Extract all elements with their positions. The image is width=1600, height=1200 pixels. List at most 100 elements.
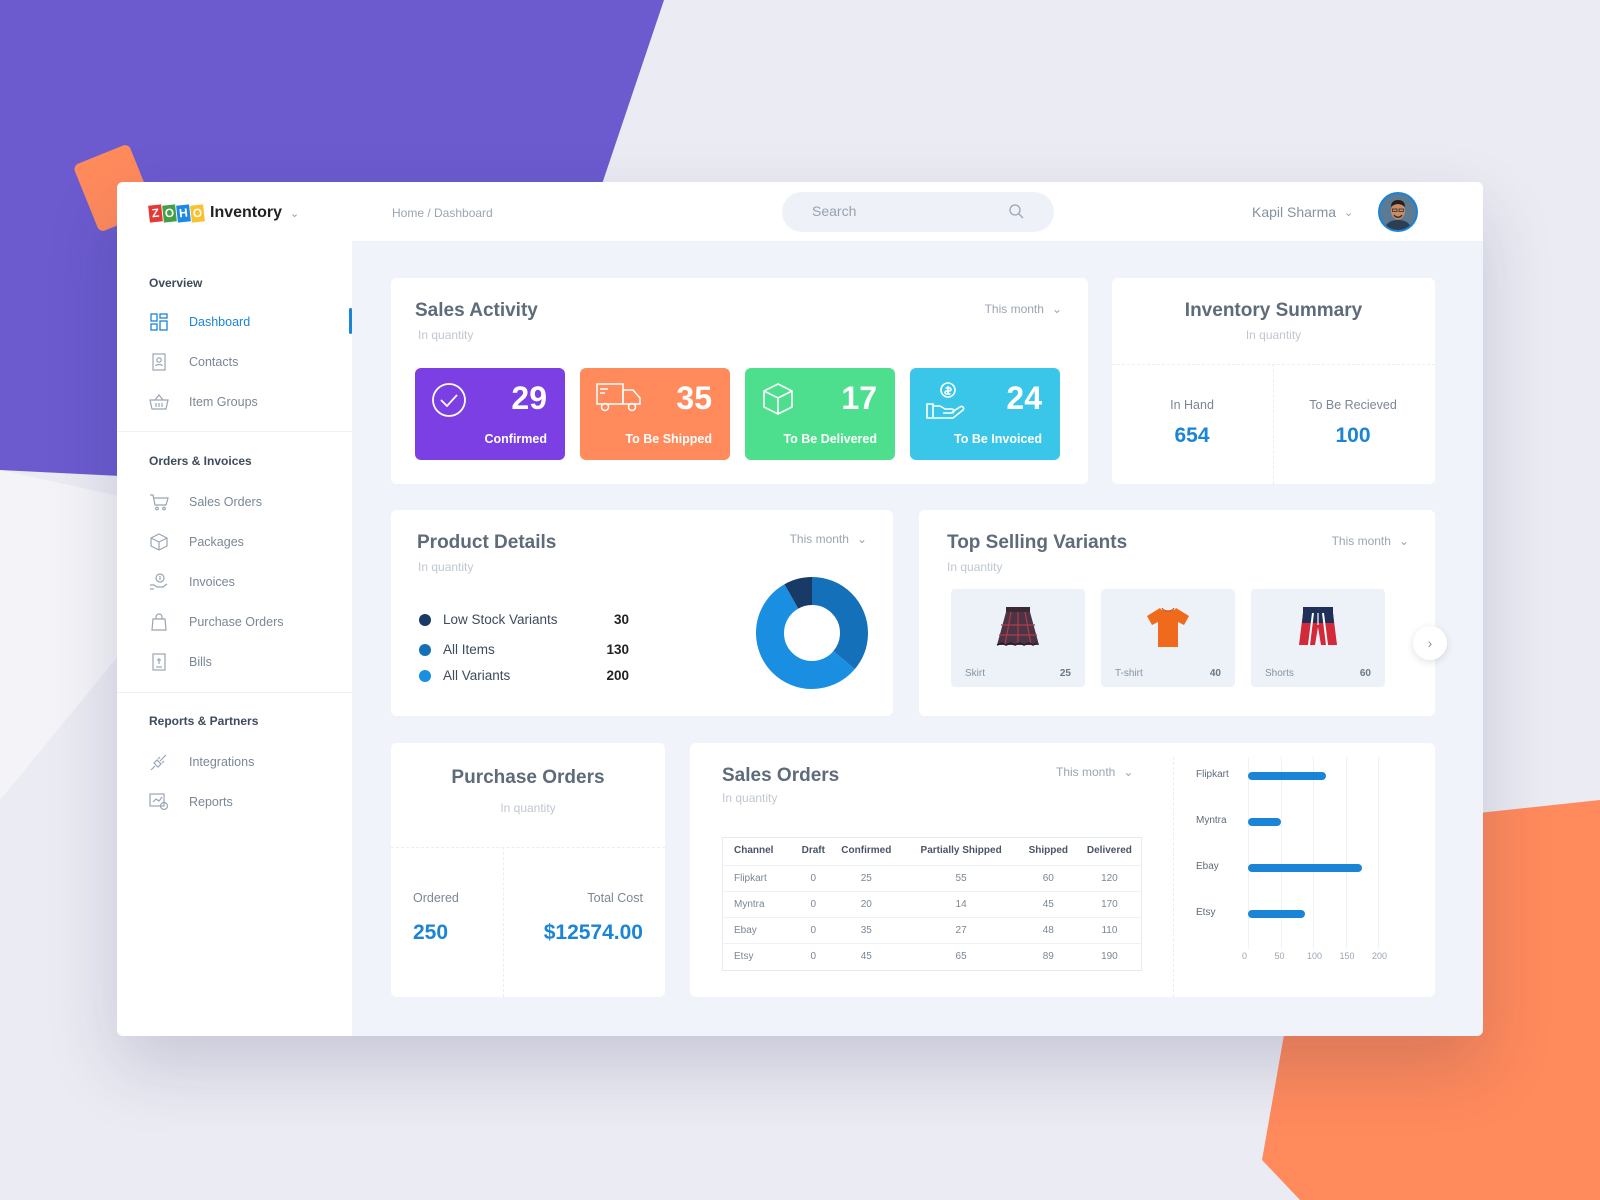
section-orders-invoices: Orders & Invoices: [149, 454, 252, 468]
legend-item: All Variants 200: [419, 668, 629, 683]
purchase-orders-card: Purchase Orders In quantity Ordered 250 …: [391, 743, 665, 997]
variant-card-shorts[interactable]: Shorts 60: [1251, 589, 1385, 687]
card-subtitle: In quantity: [722, 791, 778, 805]
bar-etsy[interactable]: [1248, 910, 1306, 918]
legend-value: 130: [606, 642, 629, 657]
brand-name: Inventory: [210, 204, 283, 221]
chevron-right-icon: ›: [1427, 635, 1433, 651]
period-dropdown[interactable]: This month ⌄: [1332, 534, 1409, 548]
sidebar-item-label: Bills: [189, 655, 212, 669]
table-cell: 25: [830, 864, 903, 891]
sidebar-item-integrations[interactable]: Integrations: [149, 750, 254, 774]
variant-card-tshirt[interactable]: T-shirt 40: [1101, 589, 1235, 687]
app-window: Z O H O Inventory ⌄ Overview Dashboard C…: [117, 182, 1483, 1036]
bag-icon: [149, 612, 169, 632]
table-header-row: Channel Draft Confirmed Partially Shippe…: [722, 837, 1142, 865]
to-receive-label: To Be Recieved: [1309, 398, 1397, 412]
variant-value: 60: [1359, 668, 1371, 679]
period-dropdown[interactable]: This month ⌄: [985, 302, 1062, 316]
table-cell: Ebay: [722, 916, 797, 943]
sidebar-item-label: Integrations: [189, 755, 255, 769]
period-dropdown[interactable]: This month ⌄: [1056, 765, 1133, 779]
variant-name: T-shirt: [1115, 668, 1143, 679]
table-row[interactable]: Flipkart 0 25 55 60 120: [722, 864, 1142, 891]
divider: [117, 431, 352, 432]
to-receive-value: 100: [1335, 424, 1371, 447]
divider: [117, 692, 352, 693]
divider: [503, 847, 504, 997]
table-cell: 65: [902, 942, 1020, 969]
table-cell: 89: [1019, 942, 1077, 969]
stat-value: 24: [1006, 380, 1042, 416]
table-row[interactable]: Etsy 0 45 65 89 190: [722, 942, 1142, 969]
donut-slice-low-stock-variants[interactable]: [756, 577, 868, 689]
column-header: Confirmed: [841, 845, 892, 857]
sidebar-item-label: Reports: [189, 795, 233, 809]
user-menu[interactable]: Kapil Sharma ⌄: [1252, 204, 1353, 220]
card-title: Sales Orders: [722, 765, 840, 786]
gridline: [1313, 757, 1314, 949]
next-arrow-button[interactable]: ›: [1413, 626, 1447, 660]
variant-name: Shorts: [1265, 668, 1294, 679]
sidebar-item-contacts[interactable]: Contacts: [149, 350, 238, 374]
sales-activity-card: Sales Activity In quantity This month ⌄ …: [391, 278, 1088, 484]
table-row[interactable]: Myntra 0 20 14 45 170: [722, 890, 1142, 917]
table-cell: 27: [902, 916, 1020, 943]
sidebar-item-purchase-orders[interactable]: Purchase Orders: [149, 610, 283, 634]
bar-ebay[interactable]: [1248, 864, 1362, 872]
search-box[interactable]: [782, 192, 1054, 232]
stat-label: Confirmed: [484, 432, 548, 446]
search-icon[interactable]: [1009, 204, 1024, 224]
period-dropdown[interactable]: This month ⌄: [790, 532, 867, 546]
divider: [1173, 757, 1174, 997]
sidebar-item-reports[interactable]: Reports: [149, 790, 233, 814]
variant-card-skirt[interactable]: Skirt 25: [951, 589, 1085, 687]
card-subtitle: In quantity: [1245, 328, 1302, 342]
table-row[interactable]: Ebay 0 35 27 48 110: [722, 916, 1142, 943]
product-details-card: Product Details In quantity This month ⌄…: [391, 510, 893, 716]
box-icon: [761, 382, 795, 421]
stat-to-be-invoiced[interactable]: 24 To Be Invoiced: [910, 368, 1060, 460]
breadcrumb[interactable]: Home / Dashboard: [392, 206, 493, 220]
period-label: This month: [984, 302, 1044, 316]
stat-label: To Be Shipped: [625, 432, 712, 446]
ordered-value: 250: [413, 921, 449, 944]
card-title: Sales Activity: [415, 300, 538, 321]
card-subtitle: In quantity: [418, 560, 474, 574]
sidebar-item-packages[interactable]: Packages: [149, 530, 244, 554]
sidebar-item-label: Sales Orders: [189, 495, 262, 509]
sidebar-item-invoices[interactable]: Invoices: [149, 570, 235, 594]
table-cell: 110: [1076, 916, 1142, 943]
top-bar: Home / Dashboard Kapil Sharma ⌄: [352, 182, 1483, 242]
truck-icon: [596, 382, 642, 419]
period-label: This month: [1331, 534, 1391, 548]
stat-confirmed[interactable]: 29 Confirmed: [415, 368, 565, 460]
top-selling-card: Top Selling Variants In quantity This mo…: [919, 510, 1435, 716]
column-header: Partially Shipped: [920, 845, 1002, 857]
bar-myntra[interactable]: [1248, 818, 1281, 826]
avatar[interactable]: [1378, 192, 1418, 232]
section-overview: Overview: [149, 276, 203, 290]
stat-to-be-shipped[interactable]: 35 To Be Shipped: [580, 368, 730, 460]
sales-orders-table: Channel Draft Confirmed Partially Shippe…: [722, 837, 1142, 969]
donut-slice-all-variants[interactable]: [756, 577, 868, 689]
sidebar-item-label: Dashboard: [189, 315, 251, 329]
sidebar-item-bills[interactable]: Bills: [149, 650, 212, 674]
logo[interactable]: Z O H O Inventory ⌄: [148, 202, 299, 224]
sidebar-item-sales-orders[interactable]: Sales Orders: [149, 490, 262, 514]
divider: [391, 847, 665, 848]
dashboard-icon: [149, 312, 169, 332]
sidebar-item-dashboard[interactable]: Dashboard: [149, 310, 250, 334]
shorts-icon: [1299, 607, 1337, 646]
gridline: [1280, 757, 1282, 949]
bar-flipkart[interactable]: [1248, 772, 1326, 780]
search-input[interactable]: [812, 203, 1012, 219]
variant-name: Skirt: [965, 668, 985, 679]
period-label: This month: [1056, 765, 1116, 779]
sidebar-item-label: Invoices: [189, 575, 235, 589]
stat-to-be-delivered[interactable]: 17 To Be Delivered: [745, 368, 895, 460]
card-title: Top Selling Variants: [947, 532, 1128, 553]
legend-item: All Items 130: [419, 642, 629, 657]
zoho-logo-icon: Z O H O: [148, 203, 205, 223]
sidebar-item-item-groups[interactable]: Item Groups: [149, 390, 258, 414]
